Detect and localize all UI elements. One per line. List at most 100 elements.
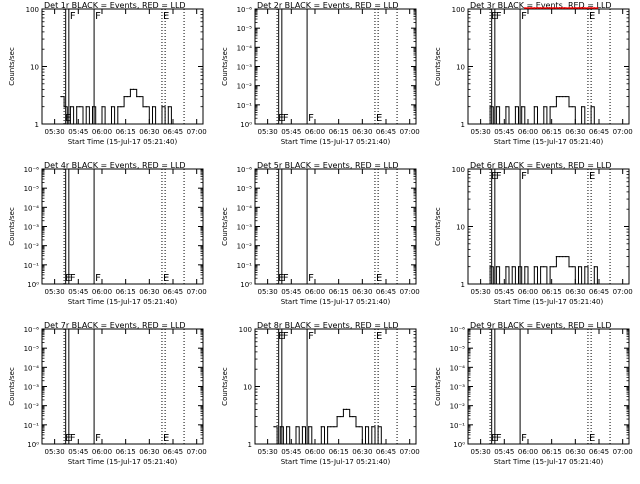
marker-E: E — [163, 11, 169, 22]
y-tick-label: 10 — [30, 64, 39, 72]
y-tick-label: 1 — [461, 121, 465, 129]
events-point — [581, 283, 583, 285]
marker-F: F — [521, 11, 527, 22]
lld-point — [561, 7, 564, 9]
detector-panel: Det 5r BLACK = Events, RED = LLD 10⁰ 10⁻¹ 1… — [221, 161, 420, 306]
x-tick-label: 06:45 — [589, 448, 609, 456]
events-point — [104, 123, 106, 125]
marker-E: E — [278, 113, 284, 124]
events-point — [82, 123, 84, 125]
events-point — [568, 106, 570, 108]
marker-F: F — [70, 273, 76, 284]
events-point — [505, 106, 507, 108]
lld-point — [542, 7, 545, 9]
x-tick-label: 06:30 — [352, 288, 372, 296]
x-tick-label: 06:00 — [305, 288, 325, 296]
marker-F: F — [496, 11, 502, 22]
x-tick-label: 06:30 — [139, 128, 159, 136]
marker-F: F — [95, 11, 101, 22]
x-tick-label: 05:45 — [494, 448, 514, 456]
events-point — [308, 426, 310, 428]
marker-F: F — [95, 273, 101, 284]
y-tick-label: 10 — [243, 384, 252, 392]
events-point — [521, 283, 523, 285]
x-tick-label: 06:15 — [116, 448, 136, 456]
lld-point — [596, 7, 599, 9]
lld-point — [580, 7, 583, 9]
events-point — [368, 443, 370, 445]
x-tick-label: 07:00 — [400, 288, 420, 296]
marker-E: E — [163, 273, 169, 284]
y-tick-label: 1 — [248, 441, 252, 449]
events-point — [571, 266, 573, 268]
panel-title: Det 7r BLACK = Events, RED = LLD — [44, 321, 186, 330]
x-tick-label: 06:00 — [518, 288, 538, 296]
marker-E: E — [278, 273, 284, 284]
events-point — [546, 123, 548, 125]
lld-point — [539, 7, 542, 9]
y-tick-label: 10⁻¹ — [450, 422, 466, 430]
events-point — [562, 255, 564, 258]
events-point — [333, 426, 335, 428]
lld-point — [590, 7, 593, 9]
events-point — [66, 123, 68, 125]
events-point — [101, 106, 103, 108]
detector-panel: Det 1r BLACK = Events, RED = LLD 1 10 100 05… — [8, 1, 207, 146]
y-tick-label: 10⁻⁴ — [237, 44, 253, 52]
marker-F: F — [496, 171, 502, 182]
events-point — [349, 415, 351, 418]
x-tick-label: 06:30 — [565, 128, 585, 136]
x-tick-label: 05:45 — [494, 288, 514, 296]
events-point — [593, 123, 595, 125]
events-point — [590, 283, 592, 285]
events-point — [167, 106, 169, 108]
events-point — [295, 426, 297, 428]
events-point — [342, 408, 344, 410]
marker-E: E — [65, 113, 71, 124]
x-tick-label: 05:45 — [68, 448, 88, 456]
events-point — [565, 255, 567, 258]
panel-title: Det 4r BLACK = Events, RED = LLD — [44, 161, 186, 170]
events-point — [549, 266, 551, 268]
detector-panel: Det 3r BLACK = Events, RED = LLD 1 10 100 05… — [434, 1, 633, 146]
lld-point — [583, 7, 586, 9]
marker-E: E — [376, 331, 382, 342]
x-tick-label: 05:45 — [494, 128, 514, 136]
events-point — [530, 283, 532, 285]
x-tick-label: 05:30 — [471, 128, 491, 136]
events-point — [596, 283, 599, 285]
events-point — [571, 106, 573, 108]
y-tick-label: 10⁻⁶ — [237, 166, 253, 174]
events-point — [546, 283, 548, 285]
events-point — [568, 266, 570, 268]
x-tick-label: 07:00 — [187, 128, 207, 136]
events-point — [76, 106, 78, 108]
y-tick-label: 10⁻³ — [24, 384, 40, 392]
x-tick-label: 06:15 — [542, 288, 562, 296]
x-tick-label: 05:30 — [258, 128, 278, 136]
events-point — [314, 443, 316, 445]
x-tick-label: 06:45 — [376, 448, 396, 456]
events-point — [514, 106, 516, 108]
events-point — [536, 123, 539, 125]
events-point — [136, 95, 138, 98]
events-point — [511, 266, 513, 268]
y-tick-label: 10⁻⁶ — [450, 326, 466, 334]
detector-panel: Det 8r BLACK = Events, RED = LLD 1 10 100 05… — [221, 321, 420, 466]
marker-E: E — [589, 171, 595, 182]
y-tick-label: 10⁻⁵ — [237, 185, 253, 193]
x-axis-label: Start Time (15-Jul-17 05:21:40) — [494, 458, 604, 466]
x-axis-label: Start Time (15-Jul-17 05:21:40) — [68, 138, 178, 146]
events-point — [151, 106, 154, 108]
x-tick-label: 05:45 — [281, 128, 301, 136]
marker-F: F — [283, 113, 289, 124]
y-axis-label: Counts/sec — [434, 47, 442, 86]
events-point — [282, 443, 285, 445]
x-tick-label: 06:00 — [92, 448, 112, 456]
y-axis-label: Counts/sec — [8, 367, 16, 406]
x-tick-label: 07:00 — [613, 128, 633, 136]
events-point — [161, 106, 163, 108]
events-point — [355, 426, 357, 428]
events-point — [123, 95, 125, 98]
events-point — [517, 266, 520, 268]
